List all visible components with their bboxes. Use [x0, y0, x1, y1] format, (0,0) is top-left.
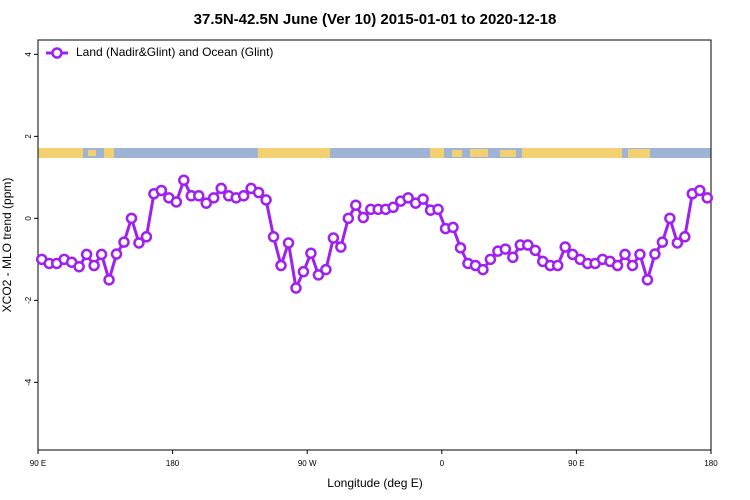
point: [357, 211, 370, 224]
point: [327, 232, 340, 244]
point: [350, 199, 362, 211]
point: [133, 237, 145, 249]
point: [110, 248, 123, 260]
y-tick-label: 2: [24, 134, 33, 139]
x-tick-label: 90 W: [298, 459, 317, 468]
point: [95, 248, 108, 261]
legend-marker: [51, 47, 63, 59]
point: [73, 260, 85, 273]
point: [282, 237, 295, 249]
land-ocean-strip: [38, 148, 711, 158]
point: [499, 243, 512, 255]
point: [664, 212, 676, 225]
point: [207, 192, 220, 204]
x-axis-label: Longitude (deg E): [327, 476, 422, 490]
point: [88, 259, 100, 272]
legend-label: Land (Nadir&Glint) and Ocean (Glint): [76, 45, 273, 59]
x-tick-label: 90 E: [30, 459, 46, 468]
point: [103, 274, 115, 286]
x-tick-label: 90 E: [568, 459, 584, 468]
point: [125, 212, 138, 225]
point: [237, 190, 250, 202]
x-tick-label: 180: [704, 459, 718, 468]
point: [290, 282, 302, 294]
point: [312, 269, 325, 281]
point: [80, 248, 93, 261]
point: [342, 212, 355, 225]
point: [679, 231, 691, 243]
x-tick-label: 0: [440, 459, 445, 468]
point: [634, 248, 646, 261]
point: [170, 196, 183, 208]
point: [402, 192, 414, 204]
point: [267, 231, 280, 243]
point: [619, 248, 631, 261]
y-tick-label: 0: [24, 216, 33, 221]
point: [305, 247, 317, 259]
point: [701, 192, 714, 204]
point: [626, 259, 639, 272]
y-tick-label: 4: [24, 52, 33, 57]
point: [671, 237, 684, 249]
point: [297, 265, 310, 278]
point: [522, 239, 534, 251]
y-tick-label: -4: [24, 378, 33, 386]
point: [454, 242, 467, 254]
point: [200, 197, 212, 209]
point: [140, 231, 153, 243]
point: [559, 241, 571, 253]
point: [118, 236, 130, 248]
point: [447, 221, 459, 234]
chart-title: 37.5N-42.5N June (Ver 10) 2015-01-01 to …: [194, 11, 557, 28]
point: [335, 241, 347, 253]
point: [320, 263, 332, 276]
point: [649, 248, 661, 260]
point: [155, 184, 168, 197]
point: [484, 253, 497, 266]
point: [252, 186, 265, 199]
point: [178, 174, 190, 186]
point: [551, 259, 564, 272]
point: [529, 244, 542, 257]
point: [417, 193, 429, 205]
point: [215, 182, 227, 195]
point: [656, 236, 669, 248]
point: [641, 274, 654, 286]
point: [507, 251, 519, 264]
point: [432, 203, 444, 216]
y-tick-label: -2: [24, 296, 33, 304]
plot-frame: [37, 39, 712, 451]
point: [477, 263, 489, 276]
point: [193, 190, 205, 202]
x-tick-label: 180: [166, 459, 180, 468]
point: [275, 259, 287, 272]
point: [387, 201, 399, 214]
y-axis-label: XCO2 - MLO trend (ppm): [0, 178, 14, 313]
point: [566, 248, 579, 261]
point: [694, 184, 706, 197]
point: [260, 194, 272, 206]
point: [611, 259, 624, 272]
